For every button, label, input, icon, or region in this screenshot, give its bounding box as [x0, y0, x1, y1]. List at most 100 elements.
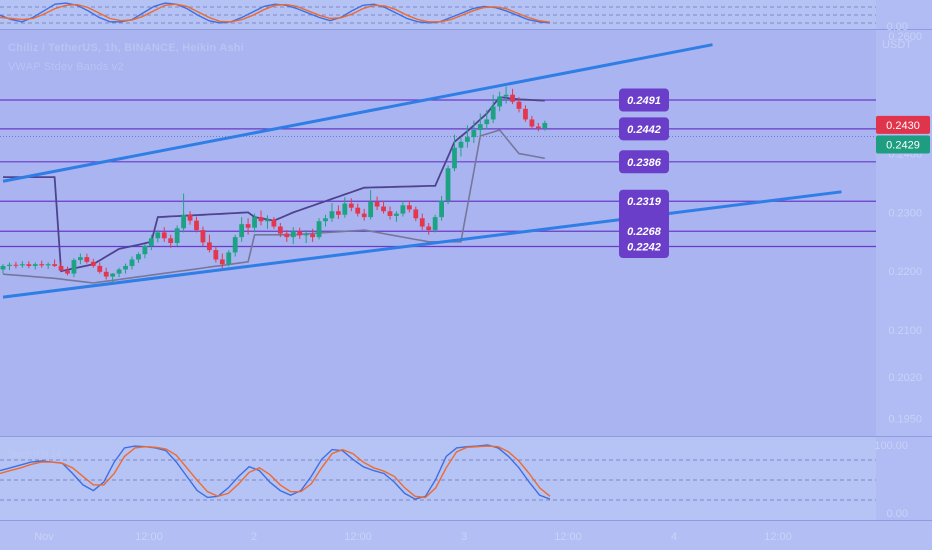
candle-body — [458, 141, 464, 148]
candle-body — [510, 94, 515, 102]
symbol-title: Chiliz / TetherUS, 1h, BINANCE, Heikin A… — [8, 42, 244, 54]
time-axis-tick: 3 — [461, 531, 467, 543]
candle-body — [368, 201, 374, 218]
bottom-osc-title: Stoch RSI 14 — [8, 449, 61, 459]
candle-body — [277, 226, 283, 234]
candle-body — [110, 273, 116, 277]
candle-body — [477, 124, 483, 131]
candle-body — [348, 203, 354, 208]
candle-body — [361, 213, 367, 218]
candle-body — [52, 264, 57, 266]
time-axis-tick: 12:00 — [135, 531, 163, 543]
candle-body — [219, 259, 225, 265]
candle-body — [116, 269, 122, 274]
candle-body — [161, 232, 167, 239]
candle-body — [400, 205, 406, 214]
level-badge-label: 0.2268 — [627, 226, 662, 238]
level-badge-label: 0.2386 — [627, 157, 662, 169]
candle-body — [484, 119, 490, 125]
candle-body — [65, 270, 70, 274]
candle-body — [32, 264, 38, 266]
candle-body — [271, 219, 277, 227]
time-axis-tick: 12:00 — [554, 531, 582, 543]
level-badge-label: 0.2242 — [627, 242, 661, 254]
candle-body — [497, 96, 503, 107]
time-axis-panel — [0, 521, 932, 550]
candle-body — [342, 203, 348, 215]
candle-body — [13, 264, 19, 266]
candle-body — [394, 213, 399, 216]
candle-body — [336, 211, 341, 215]
bottom-osc-tick-bottom: 0.00 — [887, 508, 908, 520]
candle-body — [71, 260, 77, 274]
time-axis-tick: Nov — [34, 531, 54, 543]
candle-body — [90, 261, 96, 266]
candle-body — [194, 220, 199, 231]
candle-body — [252, 217, 257, 228]
candle-body — [39, 264, 45, 266]
candle-body — [45, 264, 51, 266]
candle-body — [316, 221, 322, 238]
candle-body — [310, 234, 315, 238]
candle-body — [439, 200, 444, 218]
bottom-osc-k-line — [0, 444, 551, 500]
bottom-oscillator-panel — [0, 437, 876, 520]
candle-body — [265, 219, 270, 222]
candle-body — [245, 224, 251, 228]
candle-body — [97, 265, 103, 272]
candle-body — [381, 206, 386, 212]
candle-body — [0, 265, 6, 270]
level-badge — [619, 189, 669, 259]
main-price-panel — [0, 30, 876, 436]
candle-body — [426, 226, 432, 231]
price-axis-panel — [876, 0, 932, 520]
candle-body — [329, 211, 335, 219]
candle-body — [387, 211, 393, 216]
candle-body — [123, 265, 128, 270]
top-osc-d-line — [0, 3, 551, 23]
level-badge-label: 0.2319 — [627, 196, 662, 208]
price-tag-label: 0.2430 — [886, 120, 920, 132]
trendline-upper — [2, 43, 713, 183]
price-axis-tick: 0.2600 — [888, 31, 922, 43]
candle-body — [78, 257, 83, 261]
candle-body — [258, 217, 264, 222]
candle-body — [232, 237, 238, 253]
candle-body — [174, 228, 180, 244]
top-osc-tick: 0.00 — [887, 21, 908, 33]
candle-body — [187, 214, 193, 221]
candle-body — [168, 238, 174, 244]
top-osc-k-line — [0, 2, 551, 24]
level-badge — [619, 150, 669, 174]
level-badge-label: 0.2491 — [627, 95, 661, 107]
level-badge — [619, 117, 669, 141]
price-axis-tick: 0.2300 — [888, 207, 922, 219]
price-tag — [876, 135, 930, 154]
candle-body — [490, 106, 496, 120]
candle-body — [535, 126, 541, 129]
candle-body — [413, 209, 419, 219]
candle-body — [323, 218, 328, 222]
candle-body — [303, 234, 309, 236]
indicator-title: VWAP Stdev Bands v2 — [8, 61, 124, 73]
candle-body — [465, 137, 470, 142]
candle-body — [355, 207, 361, 214]
candle-body — [529, 119, 535, 127]
candle-body — [181, 214, 186, 229]
price-axis-tick: 0.1950 — [888, 413, 922, 425]
candle-body — [523, 108, 528, 120]
candle-body — [374, 201, 380, 207]
candle-body — [297, 231, 303, 236]
candle-body — [226, 252, 232, 265]
candle-body — [19, 264, 25, 266]
candle-body — [445, 168, 451, 201]
price-tag-label: 0.2429 — [886, 140, 920, 152]
time-axis-tick: 12:00 — [344, 531, 372, 543]
candle-body — [103, 271, 109, 277]
candle-body — [26, 264, 32, 266]
candle-body — [284, 233, 290, 238]
candle-body — [155, 232, 161, 239]
candle-body — [7, 264, 12, 266]
